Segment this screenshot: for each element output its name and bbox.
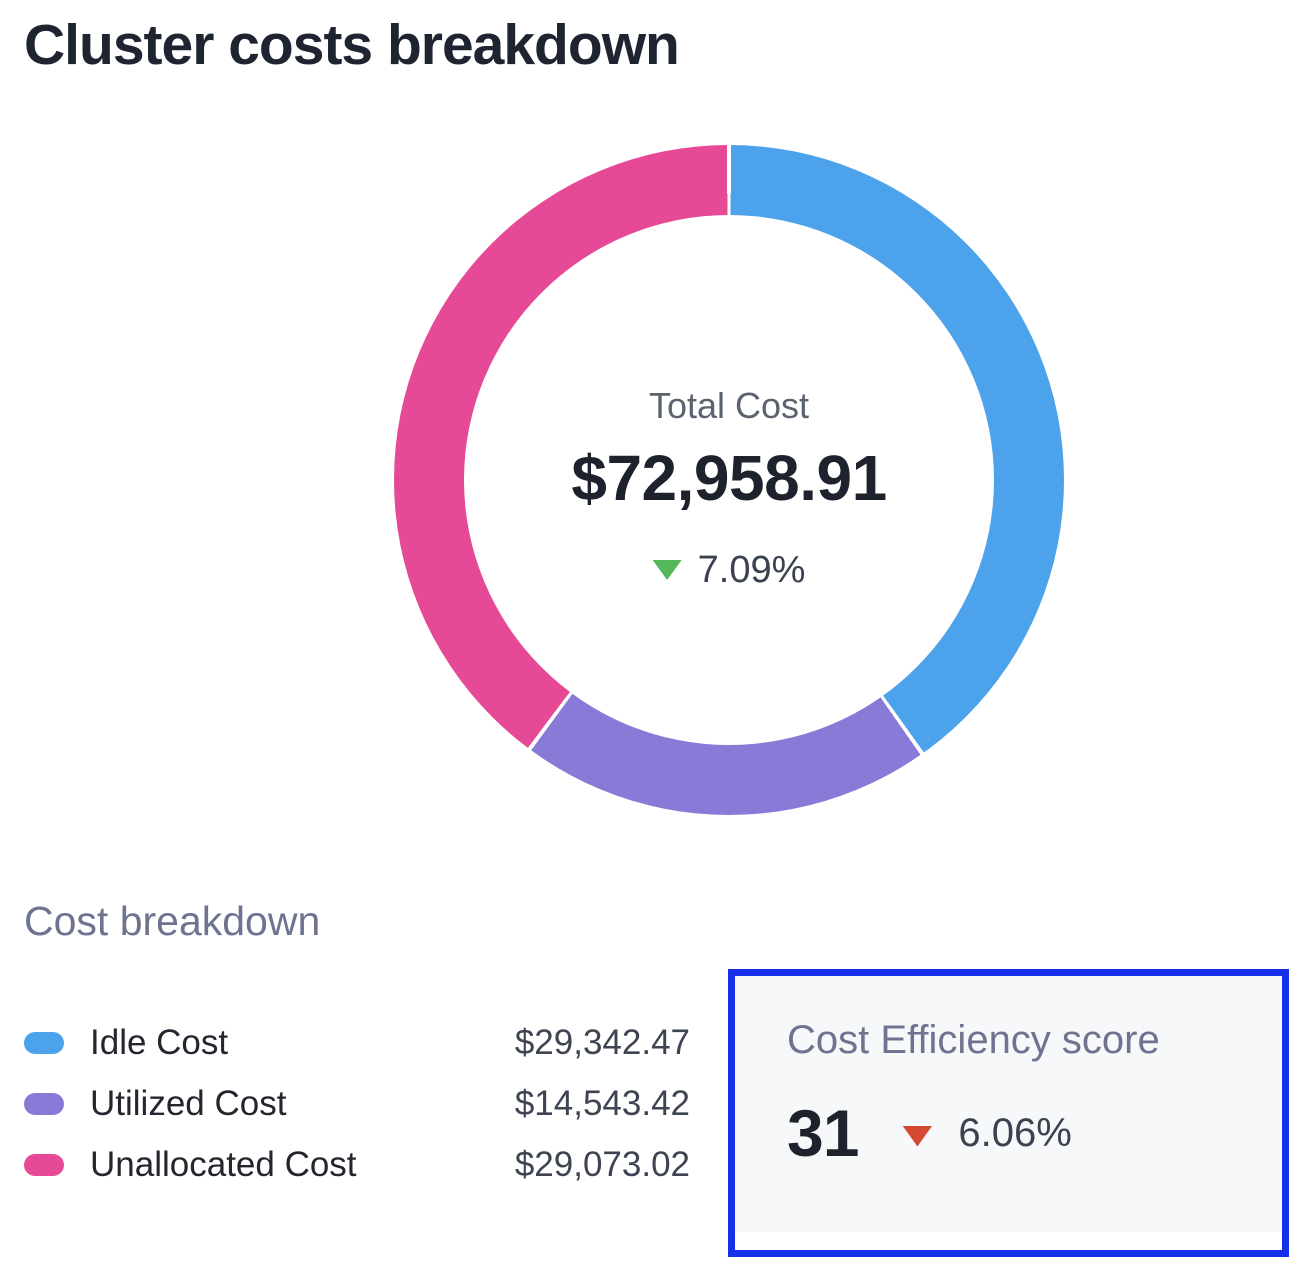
total-cost-value: $72,958.91 xyxy=(571,441,887,514)
cost-efficiency-content: Cost Efficiency score 31 6.06% xyxy=(735,976,1282,1250)
donut-center: Total Cost $72,958.91 7.09% xyxy=(464,215,994,745)
legend-label: Unallocated Cost xyxy=(90,1144,357,1184)
legend-value: $14,543.42 xyxy=(514,1083,690,1123)
donut-hole xyxy=(464,215,994,745)
donut-chart[interactable]: Total Cost $72,958.91 7.09% xyxy=(394,145,1064,815)
cost-efficiency-delta: 6.06% xyxy=(958,1110,1072,1155)
legend-value: $29,073.02 xyxy=(514,1144,690,1184)
legend-label: Utilized Cost xyxy=(90,1083,287,1123)
utilized-cost-swatch-icon xyxy=(24,1092,64,1115)
legend-value: $29,342.47 xyxy=(514,1022,690,1062)
legend-label: Idle Cost xyxy=(90,1022,229,1062)
cost-efficiency-card-background xyxy=(735,976,1282,1232)
trend-down-red-icon xyxy=(902,1125,933,1147)
total-cost-label: Total Cost xyxy=(648,384,810,426)
legend-item-unallocated-cost[interactable]: Unallocated Cost $29,073.02 xyxy=(24,1134,690,1195)
idle-cost-swatch-icon xyxy=(24,1031,64,1054)
total-cost-delta-row: 7.09% xyxy=(652,548,806,592)
legend-item-idle-cost[interactable]: Idle Cost $29,342.47 xyxy=(24,1012,690,1073)
cost-breakdown-legend: Idle Cost $29,342.47 Utilized Cost $14,5… xyxy=(24,1012,690,1195)
widget-title: Cluster costs breakdown xyxy=(24,13,680,77)
trend-down-green-icon xyxy=(652,560,682,580)
legend-item-utilized-cost[interactable]: Utilized Cost $14,543.42 xyxy=(24,1073,690,1134)
total-cost-delta: 7.09% xyxy=(697,548,806,591)
cost-efficiency-label: Cost Efficiency score xyxy=(787,1018,1160,1062)
cost-efficiency-card: Cost Efficiency score 31 6.06% xyxy=(728,969,1289,1257)
cost-efficiency-score-row: 31 6.06% xyxy=(787,1095,1282,1171)
cost-breakdown-heading: Cost breakdown xyxy=(24,898,321,944)
cost-efficiency-score: 31 xyxy=(787,1096,859,1170)
unallocated-cost-swatch-icon xyxy=(24,1153,64,1176)
